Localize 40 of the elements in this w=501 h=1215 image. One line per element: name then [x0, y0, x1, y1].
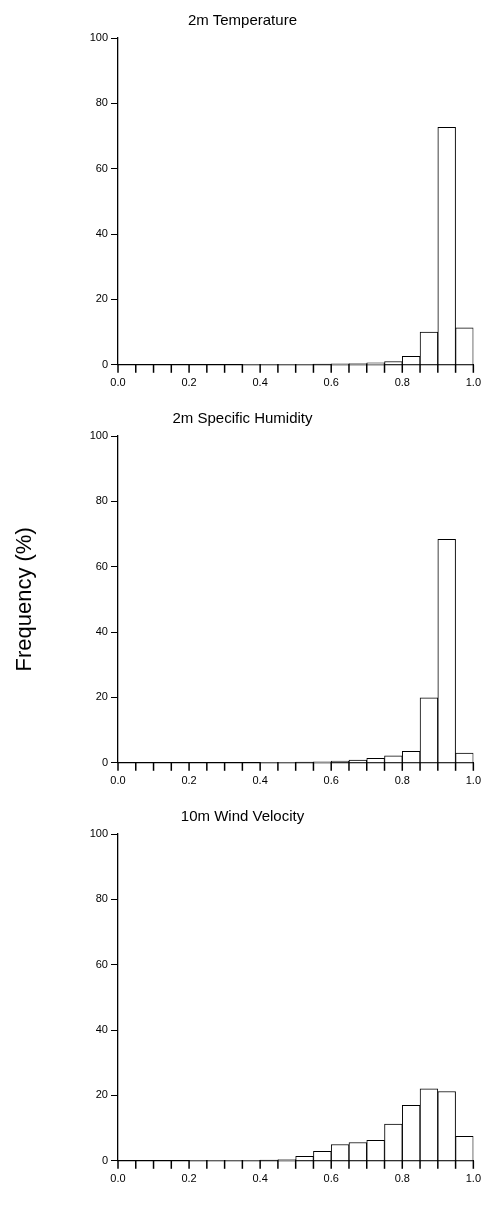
y-tick-label: 80 [95, 892, 108, 905]
x-tick-label: 0.6 [323, 774, 339, 787]
x-tick-label: 0.8 [394, 1172, 410, 1185]
x-tick-label: 0.8 [394, 774, 410, 787]
y-tick-label: 60 [95, 957, 108, 970]
y-tick-label: 40 [95, 1023, 108, 1036]
y-tick-label: 40 [95, 625, 108, 638]
y-tick-label: 60 [95, 559, 108, 572]
chart-title: 2m Temperature [188, 11, 297, 29]
chart-title: 2m Specific Humidity [172, 409, 314, 427]
x-tick-label: 0.4 [252, 376, 268, 389]
y-tick-label: 0 [101, 1153, 108, 1166]
x-tick-label: 0.2 [181, 774, 197, 787]
y-tick-label: 80 [95, 96, 108, 109]
x-tick-label: 1.0 [465, 1172, 481, 1185]
chart-title: 10m Wind Velocity [180, 807, 305, 825]
x-tick-label: 0.4 [252, 1172, 268, 1185]
x-tick-label: 0.0 [110, 774, 126, 787]
y-tick-label: 0 [101, 755, 108, 768]
y-tick-label: 100 [89, 429, 108, 442]
x-tick-label: 0.2 [181, 1172, 197, 1185]
y-tick-label: 100 [89, 31, 108, 44]
x-tick-label: 0.0 [110, 376, 126, 389]
y-tick-label: 20 [95, 1088, 108, 1101]
y-tick-label: 20 [95, 292, 108, 305]
x-tick-label: 0.8 [394, 376, 410, 389]
x-tick-label: 1.0 [465, 774, 481, 787]
x-tick-label: 1.0 [465, 376, 481, 389]
y-tick-label: 80 [95, 494, 108, 507]
y-tick-label: 20 [95, 690, 108, 703]
x-tick-label: 0.6 [323, 1172, 339, 1185]
y-tick-label: 40 [95, 227, 108, 240]
x-tick-label: 0.4 [252, 774, 268, 787]
y-axis-title: Frequency (%) [11, 527, 37, 672]
x-tick-label: 0.6 [323, 376, 339, 389]
x-tick-label: 0.2 [181, 376, 197, 389]
y-tick-label: 60 [95, 161, 108, 174]
y-tick-label: 100 [89, 827, 108, 840]
x-tick-label: 0.0 [110, 1172, 126, 1185]
y-tick-label: 0 [101, 357, 108, 370]
